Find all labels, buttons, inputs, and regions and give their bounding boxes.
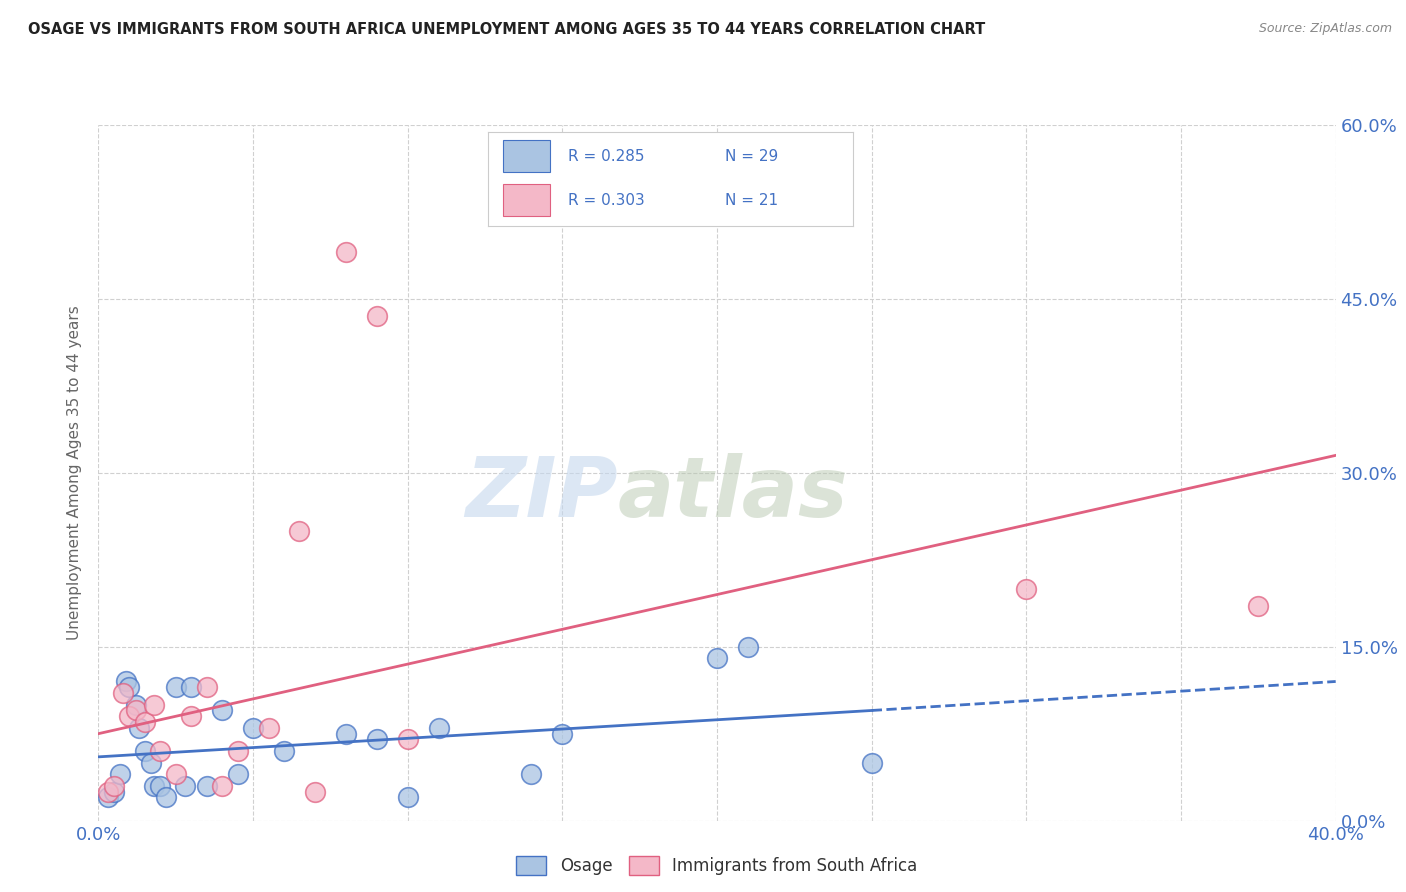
Point: [288, 524, 311, 538]
Point: [118, 680, 141, 694]
Point: [118, 709, 141, 723]
Point: [396, 790, 419, 805]
Point: [149, 744, 172, 758]
Point: [108, 767, 131, 781]
Point: [335, 245, 357, 260]
Point: [134, 744, 156, 758]
Point: [860, 756, 883, 770]
Point: [143, 698, 166, 712]
Text: OSAGE VS IMMIGRANTS FROM SOUTH AFRICA UNEMPLOYMENT AMONG AGES 35 TO 44 YEARS COR: OSAGE VS IMMIGRANTS FROM SOUTH AFRICA UN…: [28, 22, 986, 37]
Point: [103, 785, 125, 799]
Point: [1247, 599, 1270, 614]
Point: [273, 744, 295, 758]
Point: [165, 680, 187, 694]
Point: [242, 721, 264, 735]
Legend: Osage, Immigrants from South Africa: Osage, Immigrants from South Africa: [510, 849, 924, 882]
Point: [139, 756, 162, 770]
Point: [226, 767, 249, 781]
Point: [180, 709, 202, 723]
Text: atlas: atlas: [619, 453, 849, 534]
Point: [180, 680, 202, 694]
Point: [195, 680, 218, 694]
Point: [226, 744, 249, 758]
Point: [124, 698, 146, 712]
Point: [97, 790, 120, 805]
Point: [112, 686, 135, 700]
Point: [366, 732, 388, 747]
Point: [551, 726, 574, 740]
Point: [97, 785, 120, 799]
Point: [155, 790, 177, 805]
Point: [335, 726, 357, 740]
Point: [1015, 582, 1038, 596]
Point: [396, 732, 419, 747]
Point: [737, 640, 759, 654]
Point: [124, 703, 146, 717]
Point: [304, 785, 326, 799]
Point: [115, 674, 138, 689]
Text: ZIP: ZIP: [465, 453, 619, 534]
Y-axis label: Unemployment Among Ages 35 to 44 years: Unemployment Among Ages 35 to 44 years: [67, 305, 83, 640]
Point: [211, 779, 233, 793]
Point: [211, 703, 233, 717]
Point: [366, 309, 388, 323]
Point: [165, 767, 187, 781]
Point: [174, 779, 197, 793]
Point: [143, 779, 166, 793]
Point: [520, 767, 543, 781]
Point: [149, 779, 172, 793]
Point: [706, 651, 728, 665]
Text: Source: ZipAtlas.com: Source: ZipAtlas.com: [1258, 22, 1392, 36]
Point: [195, 779, 218, 793]
Point: [257, 721, 280, 735]
Point: [427, 721, 450, 735]
Point: [128, 721, 150, 735]
Point: [134, 715, 156, 730]
Point: [103, 779, 125, 793]
